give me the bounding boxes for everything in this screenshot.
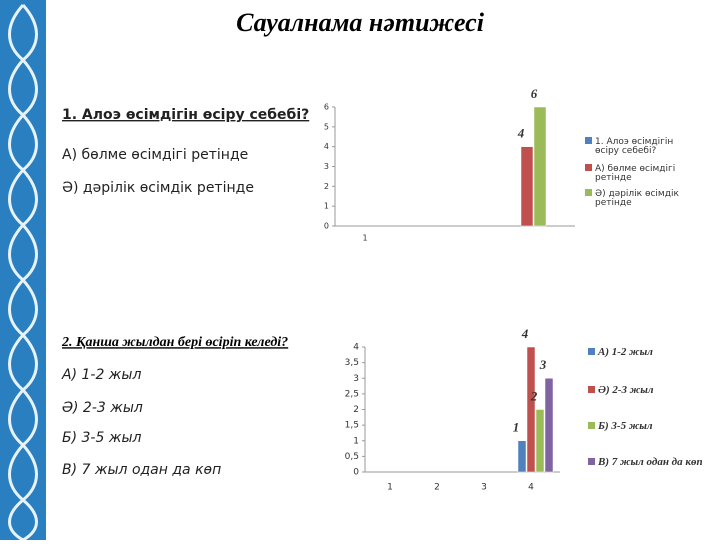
x-tick-label: 1	[387, 483, 393, 493]
legend-swatch	[588, 422, 595, 429]
legend-label: А) 1-2 жыл	[597, 346, 653, 358]
legend-swatch	[585, 137, 592, 144]
y-tick-label: 4	[353, 343, 359, 353]
bar	[526, 346, 536, 473]
bar	[535, 409, 545, 473]
data-label: 2	[530, 388, 538, 403]
legend-swatch	[588, 348, 595, 355]
title: Сауалнама нәтижесі	[236, 8, 485, 37]
y-tick-label: 2	[324, 182, 329, 191]
bar	[544, 378, 554, 473]
y-tick-label: 1	[353, 436, 359, 446]
legend-swatch	[585, 189, 592, 196]
y-tick-label: 0	[324, 222, 329, 231]
y-tick-label: 1,5	[345, 421, 359, 431]
data-label: 6	[531, 86, 538, 101]
data-label: 3	[539, 357, 547, 372]
legend-label: Ә) дәрілік өсімдік ретінде	[595, 189, 679, 208]
option: Ә) дәрілік өсімдік ретінде	[62, 180, 254, 196]
legend-label: 1. Алоэ өсімдігін өсіру себебі?	[595, 137, 673, 156]
y-tick-label: 4	[324, 142, 329, 151]
x-tick-label: 1	[362, 234, 367, 243]
option: Б) 3-5 жыл	[62, 430, 141, 446]
x-tick-label: 4	[528, 483, 534, 493]
data-label: 1	[513, 420, 520, 435]
y-tick-label: 3	[324, 162, 329, 171]
y-tick-label: 6	[324, 103, 329, 112]
option: Ә) 2-3 жыл	[62, 400, 143, 416]
data-label: 4	[517, 126, 525, 141]
legend-swatch	[588, 386, 595, 393]
y-tick-label: 0,5	[345, 452, 359, 462]
x-tick-label: 2	[434, 483, 440, 493]
y-tick-label: 0	[353, 468, 359, 478]
question: 2. Қанша жылдан бері өсіріп келеді?	[61, 335, 288, 350]
y-tick-label: 3,5	[345, 358, 359, 368]
option: А) бөлме өсімдігі ретінде	[62, 147, 248, 163]
bar	[533, 106, 547, 227]
legend-label: Ә) 2-3 жыл	[598, 384, 654, 396]
legend-label: Б) 3-5 жыл	[597, 420, 653, 432]
question: 1. Алоэ өсімдігін өсіру себебі?	[62, 107, 309, 123]
option: В) 7 жыл одан да көп	[62, 462, 221, 478]
legend-label: В) 7 жыл одан да көп	[597, 456, 703, 468]
legend-label: А) бөлме өсімдігі ретінде	[595, 164, 675, 183]
y-tick-label: 2,5	[345, 389, 359, 399]
ornament	[8, 3, 38, 542]
legend-swatch	[588, 458, 595, 465]
y-tick-label: 1	[324, 202, 329, 211]
ornament-band	[0, 0, 46, 540]
data-label: 4	[521, 326, 529, 341]
option: А) 1-2 жыл	[61, 367, 141, 383]
legend-swatch	[585, 164, 592, 171]
y-tick-label: 2	[353, 405, 359, 415]
y-tick-label: 3	[353, 374, 359, 384]
bar	[520, 146, 534, 227]
bar	[517, 440, 527, 473]
x-tick-label: 3	[481, 483, 487, 493]
y-tick-label: 5	[324, 122, 329, 131]
